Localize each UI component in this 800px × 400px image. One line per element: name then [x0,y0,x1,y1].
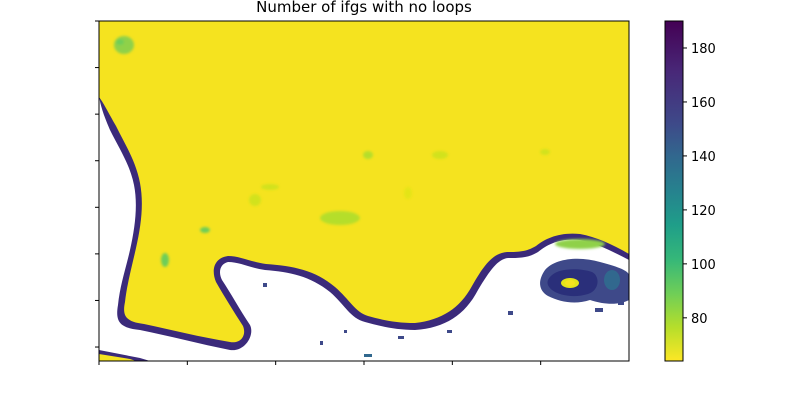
colorbar-tick-label: 140 [691,150,716,165]
colorbar-tick-label: 160 [691,96,716,111]
land-interior-low [99,21,629,343]
heatmap-area [99,21,629,361]
colorbar-ticks: 80 100 120 140 160 180 [683,42,716,327]
offshore-pixels [263,283,513,357]
chart-title: Number of ifgs with no loops [256,0,472,16]
bottom-left-strip-inner [99,354,136,361]
colorbar-tick-label: 100 [691,258,716,273]
colorbar [664,20,684,362]
y-ticks [95,20,99,348]
island-cluster [540,258,629,312]
colorbar-tick-label: 180 [691,42,716,57]
inland-patches [114,36,605,267]
x-ticks [98,361,542,365]
colorbar-tick-label: 80 [691,312,708,327]
colorbar-tick-label: 120 [691,204,716,219]
